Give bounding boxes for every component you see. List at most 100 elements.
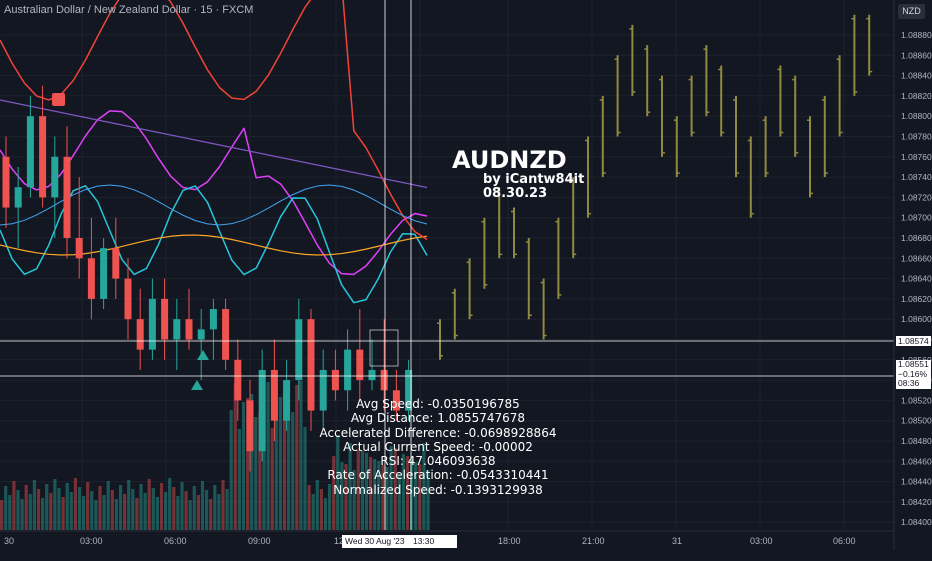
price-tick: 1.08760 bbox=[901, 152, 932, 162]
volume-bar bbox=[151, 488, 155, 530]
candle-body bbox=[234, 359, 242, 401]
price-tick: 1.08780 bbox=[901, 132, 932, 142]
exchange-label: FXCM bbox=[222, 4, 254, 16]
volume-bar bbox=[229, 410, 233, 530]
candle-body bbox=[368, 369, 376, 381]
volume-bar bbox=[98, 486, 102, 530]
volume-bar bbox=[90, 491, 94, 530]
selection-box bbox=[369, 329, 399, 367]
time-label: 06:00 bbox=[164, 536, 187, 546]
price-tick: 1.08640 bbox=[901, 274, 932, 284]
last-price-box: 1.08551 −0.16% 08:36 bbox=[896, 359, 931, 389]
volume-bar bbox=[209, 499, 213, 530]
volume-bar bbox=[118, 485, 123, 530]
volume-bar bbox=[389, 446, 393, 530]
volume-bar bbox=[225, 489, 229, 530]
buy-signal-icon bbox=[197, 350, 209, 360]
candle-series bbox=[2, 85, 413, 472]
volume-bar bbox=[53, 479, 57, 530]
price-tick: 1.08520 bbox=[901, 395, 932, 405]
volume-bar bbox=[241, 402, 246, 530]
volume-bar bbox=[348, 443, 352, 530]
volume-bar bbox=[336, 435, 340, 530]
volume-bar bbox=[57, 488, 61, 530]
volume-bar bbox=[114, 499, 118, 530]
candle-body bbox=[173, 319, 181, 340]
price-tick: 1.08820 bbox=[901, 91, 932, 101]
price-tick: 1.08880 bbox=[901, 30, 932, 40]
volume-bar bbox=[77, 487, 82, 530]
volume-bar bbox=[410, 460, 414, 530]
volume-bar bbox=[332, 456, 336, 530]
stat-line: Normalized Speed: -0.1393129938 bbox=[333, 482, 543, 497]
price-tick: 1.08740 bbox=[901, 172, 932, 182]
candle-body bbox=[246, 400, 254, 452]
price-tick: 1.08800 bbox=[901, 111, 932, 121]
projection-series bbox=[437, 14, 873, 360]
price-tick: 1.08720 bbox=[901, 192, 932, 202]
volume-bar bbox=[73, 478, 77, 530]
volume-bar bbox=[287, 416, 291, 530]
candle-body bbox=[148, 298, 156, 350]
stat-line: Avg Speed: -0.0350196785 bbox=[356, 397, 520, 411]
volume-bar bbox=[180, 482, 184, 530]
volume-bar bbox=[86, 482, 90, 530]
change-percent: −0.16% bbox=[898, 368, 928, 379]
volume-bar bbox=[360, 451, 364, 530]
volume-bar bbox=[127, 480, 131, 530]
baseline-line bbox=[0, 184, 428, 226]
volume-bar bbox=[12, 481, 16, 530]
volume-bar bbox=[164, 492, 168, 530]
acceleration-line bbox=[0, 0, 428, 241]
price-tick: 1.08840 bbox=[901, 71, 932, 81]
trend-line bbox=[0, 99, 428, 189]
candle-body bbox=[392, 390, 400, 411]
volume-bar bbox=[213, 485, 217, 530]
candle-body bbox=[380, 369, 388, 391]
volume-bar bbox=[45, 484, 49, 530]
instrument-name: Australian Dollar / New Zealand Dollar bbox=[4, 4, 191, 16]
time-label: 03:00 bbox=[80, 536, 103, 546]
volume-bar bbox=[426, 470, 430, 530]
stat-line: Rate of Acceleration: -0.0543310441 bbox=[327, 468, 549, 483]
volume-bar bbox=[205, 490, 209, 530]
stats-panel: Avg Speed: -0.0350196785 Avg Distance: 1… bbox=[318, 397, 558, 497]
volume-bar bbox=[262, 386, 266, 530]
volume-bar bbox=[143, 493, 147, 530]
volume-bar bbox=[221, 480, 225, 530]
volume-bar bbox=[147, 479, 151, 530]
price-tick: 1.08860 bbox=[901, 50, 932, 60]
volume-bar bbox=[401, 454, 405, 530]
candle-body bbox=[112, 248, 120, 279]
candle-body bbox=[344, 349, 352, 391]
candle-body bbox=[185, 319, 193, 340]
volume-bar bbox=[192, 486, 196, 530]
last-price: 1.08551 bbox=[898, 359, 929, 369]
date-label: 08.30.23 bbox=[483, 186, 548, 201]
candle-body bbox=[222, 309, 230, 360]
volume-bar bbox=[131, 489, 135, 530]
candle-body bbox=[63, 156, 71, 238]
volume-bar bbox=[393, 448, 397, 530]
candle-body bbox=[51, 156, 59, 198]
volume-bar bbox=[303, 427, 307, 530]
average-line bbox=[0, 234, 428, 256]
overlay-symbol: AUDNZD bbox=[452, 146, 567, 174]
volume-bar bbox=[282, 393, 287, 530]
candle-body bbox=[270, 369, 278, 421]
volume-bar bbox=[237, 429, 241, 530]
candle-body bbox=[124, 278, 132, 320]
currency-badge[interactable]: NZD bbox=[898, 4, 925, 19]
volume-bar bbox=[328, 484, 332, 530]
volume-bar bbox=[36, 489, 41, 530]
volume-bar bbox=[200, 481, 205, 530]
volume-bar bbox=[405, 456, 410, 530]
time-label: 13:30 bbox=[412, 536, 435, 546]
volume-bar bbox=[344, 464, 348, 530]
crosshair-date: Wed 30 Aug '23 bbox=[345, 536, 405, 546]
time-label: 30 bbox=[4, 536, 15, 546]
time-label: 14:30 bbox=[351, 549, 373, 559]
volume-bar bbox=[291, 412, 295, 530]
